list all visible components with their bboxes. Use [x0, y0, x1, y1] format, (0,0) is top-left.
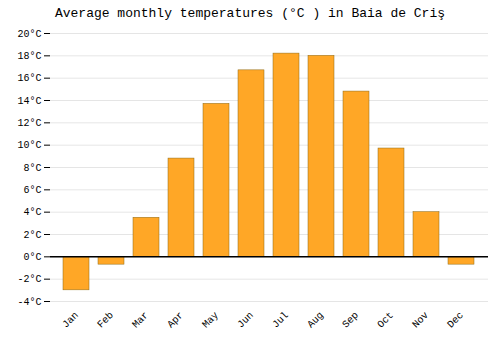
svg-text:0°C: 0°C: [23, 252, 41, 263]
svg-text:Jun: Jun: [235, 310, 256, 331]
svg-text:14°C: 14°C: [17, 96, 41, 107]
svg-text:Dec: Dec: [445, 310, 466, 331]
svg-text:-4°C: -4°C: [17, 297, 41, 308]
svg-text:16°C: 16°C: [17, 73, 41, 84]
svg-text:4°C: 4°C: [23, 207, 41, 218]
svg-text:Oct: Oct: [375, 310, 396, 331]
svg-text:18°C: 18°C: [17, 51, 41, 62]
html-text:Average monthly temperatures (: Average monthly temperatures (°C ) in Ba…: [55, 6, 445, 21]
svg-text:-2°C: -2°C: [17, 274, 41, 285]
svg-text:Jul: Jul: [270, 310, 291, 331]
svg-text:Feb: Feb: [95, 310, 116, 331]
svg-text:Apr: Apr: [165, 310, 186, 331]
svg-text:Aug: Aug: [305, 310, 326, 331]
svg-text:Mar: Mar: [130, 310, 151, 331]
svg-text:2°C: 2°C: [23, 230, 41, 241]
svg-text:6°C: 6°C: [23, 185, 41, 196]
svg-text:10°C: 10°C: [17, 140, 41, 151]
svg-text:Nov: Nov: [410, 310, 431, 331]
svg-text:12°C: 12°C: [17, 118, 41, 129]
svg-text:20°C: 20°C: [17, 29, 41, 40]
svg-text:Sep: Sep: [340, 310, 361, 331]
svg-text:8°C: 8°C: [23, 163, 41, 174]
svg-text:May: May: [200, 310, 221, 331]
svg-text:Jan: Jan: [60, 310, 81, 331]
